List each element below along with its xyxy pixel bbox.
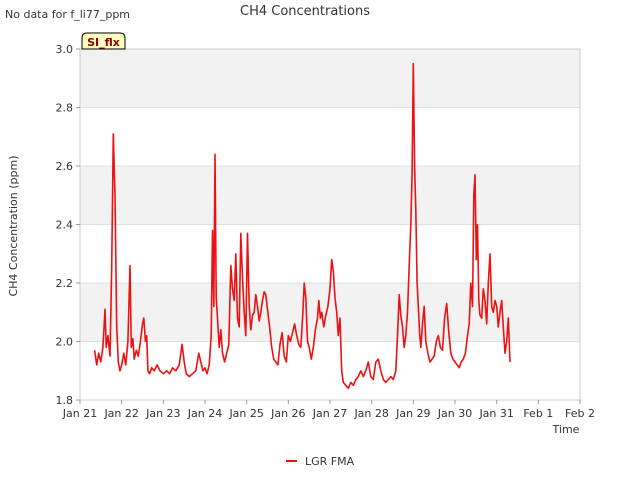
y-tick-label: 2.6 [56, 160, 74, 173]
x-tick-label: Jan 22 [103, 407, 138, 420]
y-tick-label: 2.0 [56, 336, 74, 349]
y-tick-label: 3.0 [56, 43, 74, 56]
chart-title: CH4 Concentrations [240, 4, 370, 19]
x-tick-label: Jan 30 [437, 407, 472, 420]
y-tick-label: 2.2 [56, 277, 74, 290]
x-tick-label: Jan 23 [145, 407, 180, 420]
y-tick-label: 1.8 [56, 394, 74, 407]
x-tick-label: Jan 31 [478, 407, 513, 420]
plot-bands [80, 49, 580, 342]
x-tick-label: Jan 24 [187, 407, 222, 420]
x-tick-label: Jan 28 [353, 407, 388, 420]
series-line-lgr-fma [93, 62, 511, 390]
y-tick-label: 2.8 [56, 102, 74, 115]
x-axis-label: Time [552, 423, 580, 436]
x-tick-label: Jan 25 [228, 407, 263, 420]
plot-band [80, 49, 580, 108]
x-tick-label: Jan 21 [62, 407, 97, 420]
x-tick-label: Feb 2 [565, 407, 595, 420]
y-axis-label: CH4 Concentration (ppm) [7, 155, 20, 296]
x-axis-ticks: Jan 21 Jan 22 Jan 23 Jan 24 Jan 25 Jan 26 Jan … [62, 400, 595, 420]
x-tick-label: Jan 26 [270, 407, 305, 420]
x-tick-label: Jan 29 [395, 407, 430, 420]
no-data-message: No data for f_li77_ppm [5, 8, 130, 21]
x-tick-label: Feb 1 [523, 407, 553, 420]
y-tick-label: 2.4 [56, 219, 74, 232]
si-flx-badge-text: SI_flx [87, 36, 120, 49]
si-flx-badge: SI_flx [81, 32, 126, 50]
plot-band [80, 166, 580, 225]
legend-label-lgr-fma: LGR FMA [305, 455, 355, 468]
legend: LGR FMA [286, 455, 355, 468]
y-axis-ticks: 1.8 2.0 2.2 2.4 2.6 2.8 3.0 [56, 43, 80, 407]
x-tick-label: Jan 27 [312, 407, 347, 420]
